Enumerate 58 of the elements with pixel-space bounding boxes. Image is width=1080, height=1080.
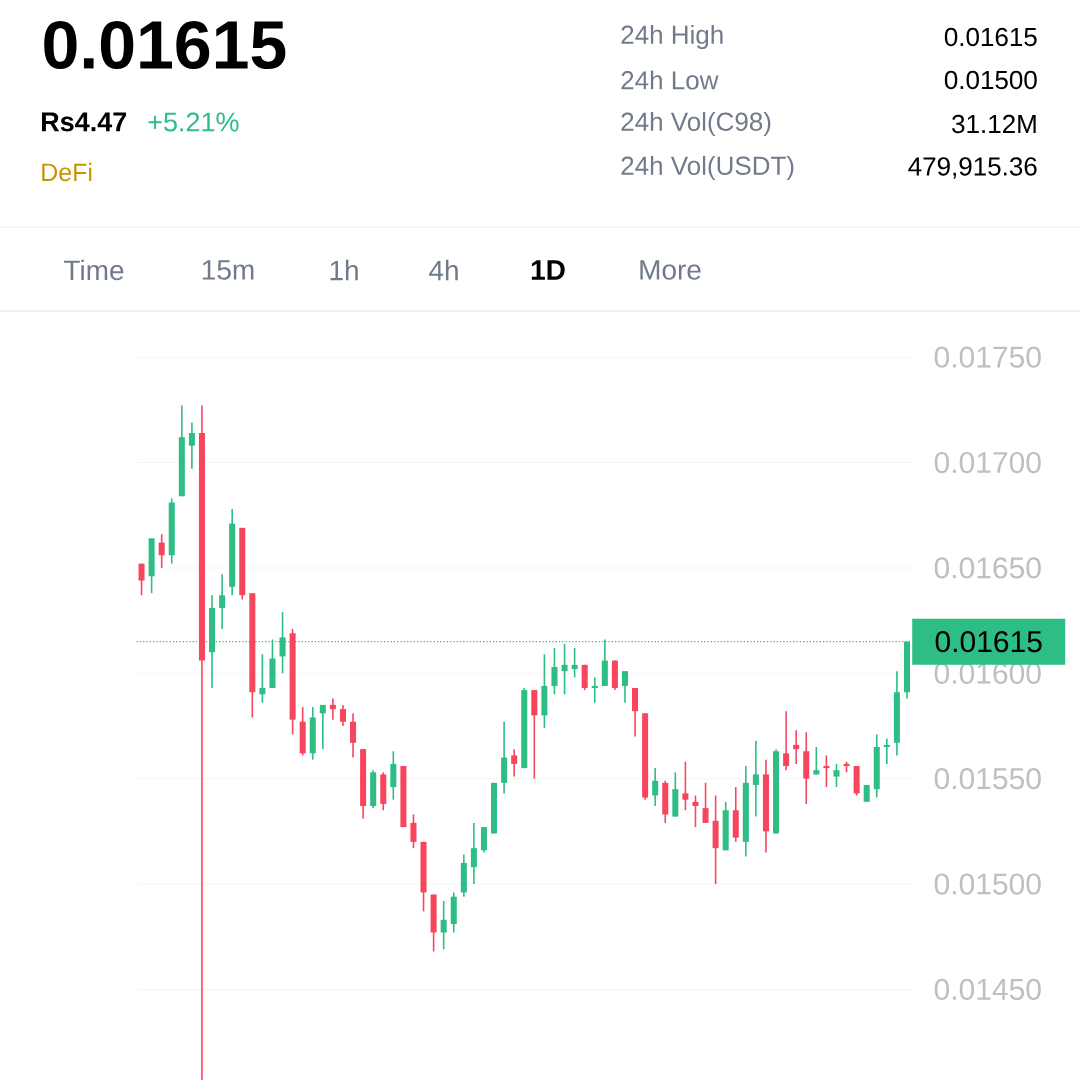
text: 24h Low bbox=[621, 70, 719, 90]
candlestick bbox=[339, 704, 346, 727]
candlestick bbox=[329, 697, 336, 721]
candlestick bbox=[551, 647, 558, 696]
candlestick bbox=[350, 712, 357, 759]
y-tick-label: 0.01750 bbox=[934, 346, 1041, 368]
candlestick bbox=[470, 822, 477, 885]
candlestick bbox=[621, 670, 628, 704]
candlestick bbox=[652, 767, 659, 807]
y-tick-label: 0.01450 bbox=[934, 978, 1041, 1000]
text: 1D bbox=[531, 260, 565, 280]
candlestick bbox=[632, 687, 639, 738]
candlestick bbox=[138, 562, 145, 597]
text: 479,915.36 bbox=[908, 157, 1037, 179]
candlestick bbox=[259, 653, 266, 704]
candlestick bbox=[319, 704, 326, 750]
candlestick bbox=[480, 826, 487, 854]
text: 0.01615 bbox=[944, 27, 1037, 47]
text: 4h bbox=[429, 259, 458, 281]
candlestick bbox=[833, 763, 840, 788]
candlestick bbox=[188, 421, 195, 470]
y-tick-label: 0.01500 bbox=[934, 873, 1041, 895]
candlestick bbox=[571, 647, 578, 679]
y-tick-label: 0.01550 bbox=[934, 768, 1041, 790]
candlestick bbox=[793, 729, 800, 765]
candlestick bbox=[883, 737, 890, 765]
candlestick bbox=[158, 533, 165, 569]
candlestick bbox=[823, 754, 830, 788]
text: 24h Vol(USDT) bbox=[621, 155, 794, 181]
candlestick bbox=[682, 760, 689, 812]
candlestick bbox=[591, 676, 598, 704]
ref-line-label: 0.01615 bbox=[935, 631, 1042, 653]
text: 15m bbox=[202, 260, 254, 280]
text: 1h bbox=[330, 259, 358, 281]
text: 24h High bbox=[621, 24, 723, 50]
candlestick bbox=[692, 794, 699, 828]
y-tick-label: 0.01700 bbox=[934, 451, 1041, 474]
candlestick bbox=[390, 750, 397, 801]
candlestick bbox=[410, 813, 417, 849]
text: 24h Vol(C98) bbox=[621, 111, 771, 137]
chart-title: 0.01615 bbox=[44, 20, 286, 70]
candlestick bbox=[581, 664, 588, 691]
text: DeFi bbox=[42, 162, 92, 182]
candlestick bbox=[783, 710, 790, 772]
candlestick bbox=[219, 573, 226, 630]
candlestick bbox=[511, 748, 518, 778]
text: +5.21% bbox=[148, 112, 239, 132]
text: 31.12M bbox=[952, 114, 1036, 134]
text: Time bbox=[64, 259, 124, 281]
text: Rs4.47 bbox=[42, 112, 127, 132]
candlestick bbox=[440, 900, 447, 951]
candlestick bbox=[561, 642, 568, 696]
candlestick bbox=[752, 739, 759, 818]
candlestick bbox=[702, 782, 709, 824]
y-tick-label: 0.01650 bbox=[934, 557, 1041, 579]
candlestick bbox=[813, 746, 820, 776]
y-tick-label: 0.01600 bbox=[934, 662, 1041, 684]
text: More bbox=[640, 260, 701, 280]
